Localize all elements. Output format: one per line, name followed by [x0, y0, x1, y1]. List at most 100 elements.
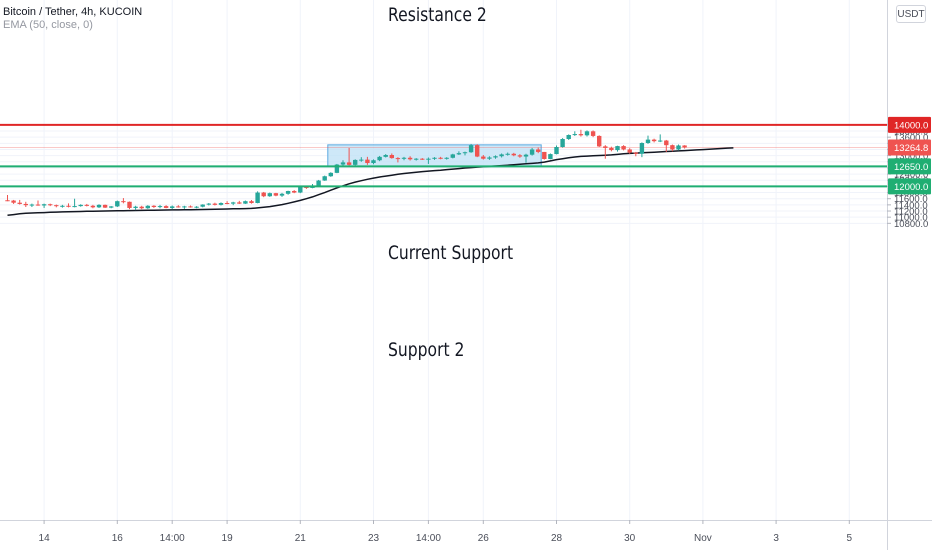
candle[interactable] — [200, 204, 205, 207]
candle[interactable] — [115, 201, 120, 207]
candle[interactable] — [597, 135, 602, 147]
candle[interactable] — [243, 201, 248, 204]
candle[interactable] — [41, 204, 47, 206]
candle[interactable] — [572, 134, 577, 136]
candle[interactable] — [407, 157, 413, 160]
candle[interactable] — [23, 203, 28, 206]
candle[interactable] — [35, 204, 41, 206]
candle[interactable] — [505, 153, 510, 155]
candle[interactable] — [621, 146, 626, 150]
candle[interactable] — [664, 140, 669, 146]
candle[interactable] — [322, 176, 327, 181]
candle[interactable] — [371, 160, 376, 164]
candle[interactable] — [590, 131, 596, 136]
candle[interactable] — [90, 205, 96, 208]
candle[interactable] — [298, 187, 303, 193]
candle[interactable] — [499, 154, 504, 157]
candle[interactable] — [285, 191, 291, 194]
candle[interactable] — [334, 164, 340, 173]
consolidation-box[interactable] — [327, 144, 542, 167]
last-price-badge[interactable] — [888, 139, 931, 156]
candle[interactable] — [102, 204, 108, 208]
candle[interactable] — [682, 145, 687, 148]
candle[interactable] — [481, 156, 486, 159]
candle[interactable] — [395, 158, 401, 160]
candle[interactable] — [670, 145, 675, 150]
candle[interactable] — [462, 152, 468, 154]
candle[interactable] — [84, 204, 89, 206]
candle[interactable] — [609, 147, 614, 151]
candle[interactable] — [389, 155, 394, 159]
candle[interactable] — [554, 147, 559, 155]
candle[interactable] — [365, 159, 370, 164]
candle[interactable] — [584, 131, 590, 136]
candle[interactable] — [170, 206, 175, 208]
level-price-badge[interactable] — [888, 158, 931, 175]
candle[interactable] — [420, 158, 425, 160]
candle[interactable] — [340, 162, 346, 165]
candle[interactable] — [523, 154, 529, 157]
candle[interactable] — [139, 206, 144, 209]
level-price-badge[interactable] — [888, 116, 931, 133]
candle[interactable] — [279, 193, 285, 196]
candle[interactable] — [542, 151, 547, 160]
candle[interactable] — [517, 155, 523, 157]
candle[interactable] — [438, 157, 443, 159]
currency-button[interactable]: USDT — [896, 5, 926, 23]
candle[interactable] — [444, 157, 449, 159]
candle[interactable] — [639, 143, 645, 154]
candle[interactable] — [255, 192, 260, 204]
level-price-badge[interactable] — [888, 178, 931, 195]
ema-line[interactable] — [7, 147, 734, 217]
candle[interactable] — [121, 201, 126, 203]
candle[interactable] — [29, 204, 35, 206]
candle[interactable] — [383, 155, 388, 157]
candle[interactable] — [17, 202, 22, 204]
candle[interactable] — [292, 191, 297, 193]
candle[interactable] — [145, 205, 150, 209]
candle[interactable] — [96, 204, 102, 208]
candle[interactable] — [529, 149, 535, 155]
candle[interactable] — [127, 201, 132, 208]
candle[interactable] — [633, 152, 638, 154]
candle[interactable] — [645, 139, 651, 144]
candle[interactable] — [5, 200, 10, 202]
candle[interactable] — [487, 157, 492, 159]
candle[interactable] — [176, 206, 181, 208]
candle[interactable] — [60, 205, 65, 207]
candle[interactable] — [182, 206, 187, 208]
candle[interactable] — [194, 206, 199, 208]
price-axis[interactable] — [887, 0, 932, 550]
candle[interactable] — [133, 206, 138, 208]
candle[interactable] — [511, 153, 516, 156]
candle[interactable] — [493, 156, 498, 158]
candle[interactable] — [66, 205, 71, 207]
candle[interactable] — [249, 201, 254, 204]
candle[interactable] — [560, 139, 565, 148]
candle[interactable] — [377, 156, 382, 161]
candle[interactable] — [157, 206, 163, 208]
candle[interactable] — [72, 206, 77, 208]
candle[interactable] — [78, 204, 83, 207]
candle[interactable] — [109, 206, 114, 208]
candle[interactable] — [450, 154, 455, 158]
candle[interactable] — [273, 193, 279, 196]
candle[interactable] — [206, 203, 211, 205]
candle[interactable] — [212, 203, 218, 205]
candle[interactable] — [615, 146, 620, 151]
candle[interactable] — [456, 153, 462, 155]
candle[interactable] — [163, 206, 169, 208]
candle[interactable] — [651, 139, 657, 142]
candle[interactable] — [261, 192, 266, 197]
candle[interactable] — [188, 206, 193, 208]
candle[interactable] — [676, 145, 681, 150]
time-axis[interactable] — [0, 520, 932, 550]
candle[interactable] — [414, 158, 419, 160]
candle[interactable] — [578, 134, 584, 136]
candle[interactable] — [151, 205, 157, 208]
candle[interactable] — [48, 204, 53, 206]
candle[interactable] — [231, 202, 236, 204]
candle[interactable] — [224, 203, 230, 205]
candle[interactable] — [328, 172, 333, 177]
